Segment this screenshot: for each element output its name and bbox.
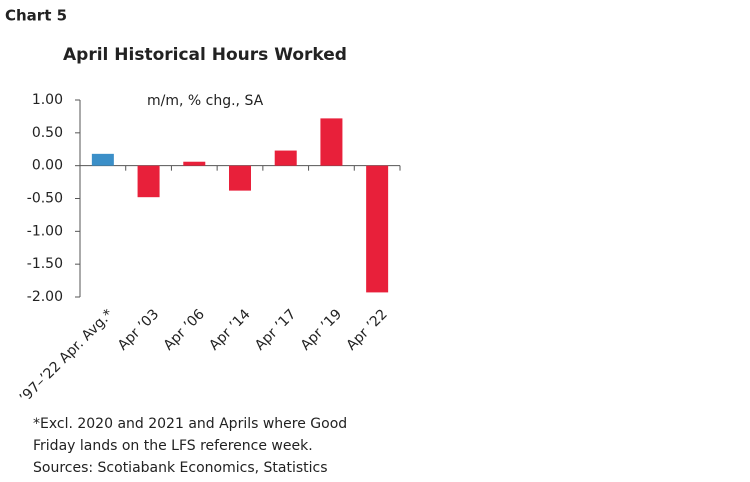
unit-label: m/m, % chg., SA <box>147 93 264 109</box>
bar <box>91 153 114 166</box>
footnote: *Excl. 2020 and 2021 and Aprils where Go… <box>33 416 347 432</box>
y-tick-label: 0.00 <box>32 158 63 174</box>
bar <box>183 161 206 166</box>
x-tick-label: ’97–’22 Apr. Avg.* <box>17 306 117 406</box>
x-tick-label: Apr ’06 <box>161 306 208 353</box>
y-tick-label: -2.00 <box>27 289 63 305</box>
y-tick-label: 0.50 <box>32 125 63 141</box>
bar <box>274 150 297 166</box>
footnote: Sources: Scotiabank Economics, Statistic… <box>33 460 328 476</box>
x-tick-label: Apr ’19 <box>298 306 345 353</box>
y-tick-label: -0.50 <box>27 191 63 207</box>
y-tick-label: 1.00 <box>32 92 63 108</box>
bar <box>229 165 251 191</box>
x-tick-label: Apr ’17 <box>252 306 299 353</box>
chart-title: April Historical Hours Worked <box>63 45 347 65</box>
y-tick-label: -1.00 <box>27 223 63 239</box>
bar <box>320 118 343 166</box>
chart-label: Chart 5 <box>5 7 67 25</box>
y-tick-label: -1.50 <box>27 256 63 272</box>
bar <box>137 165 160 198</box>
bar <box>366 165 389 293</box>
x-tick-label: Apr ’03 <box>115 306 162 353</box>
x-tick-label: Apr ’14 <box>206 306 253 353</box>
x-tick-label: Apr ’22 <box>343 306 390 353</box>
footnote: Friday lands on the LFS reference week. <box>33 438 313 454</box>
